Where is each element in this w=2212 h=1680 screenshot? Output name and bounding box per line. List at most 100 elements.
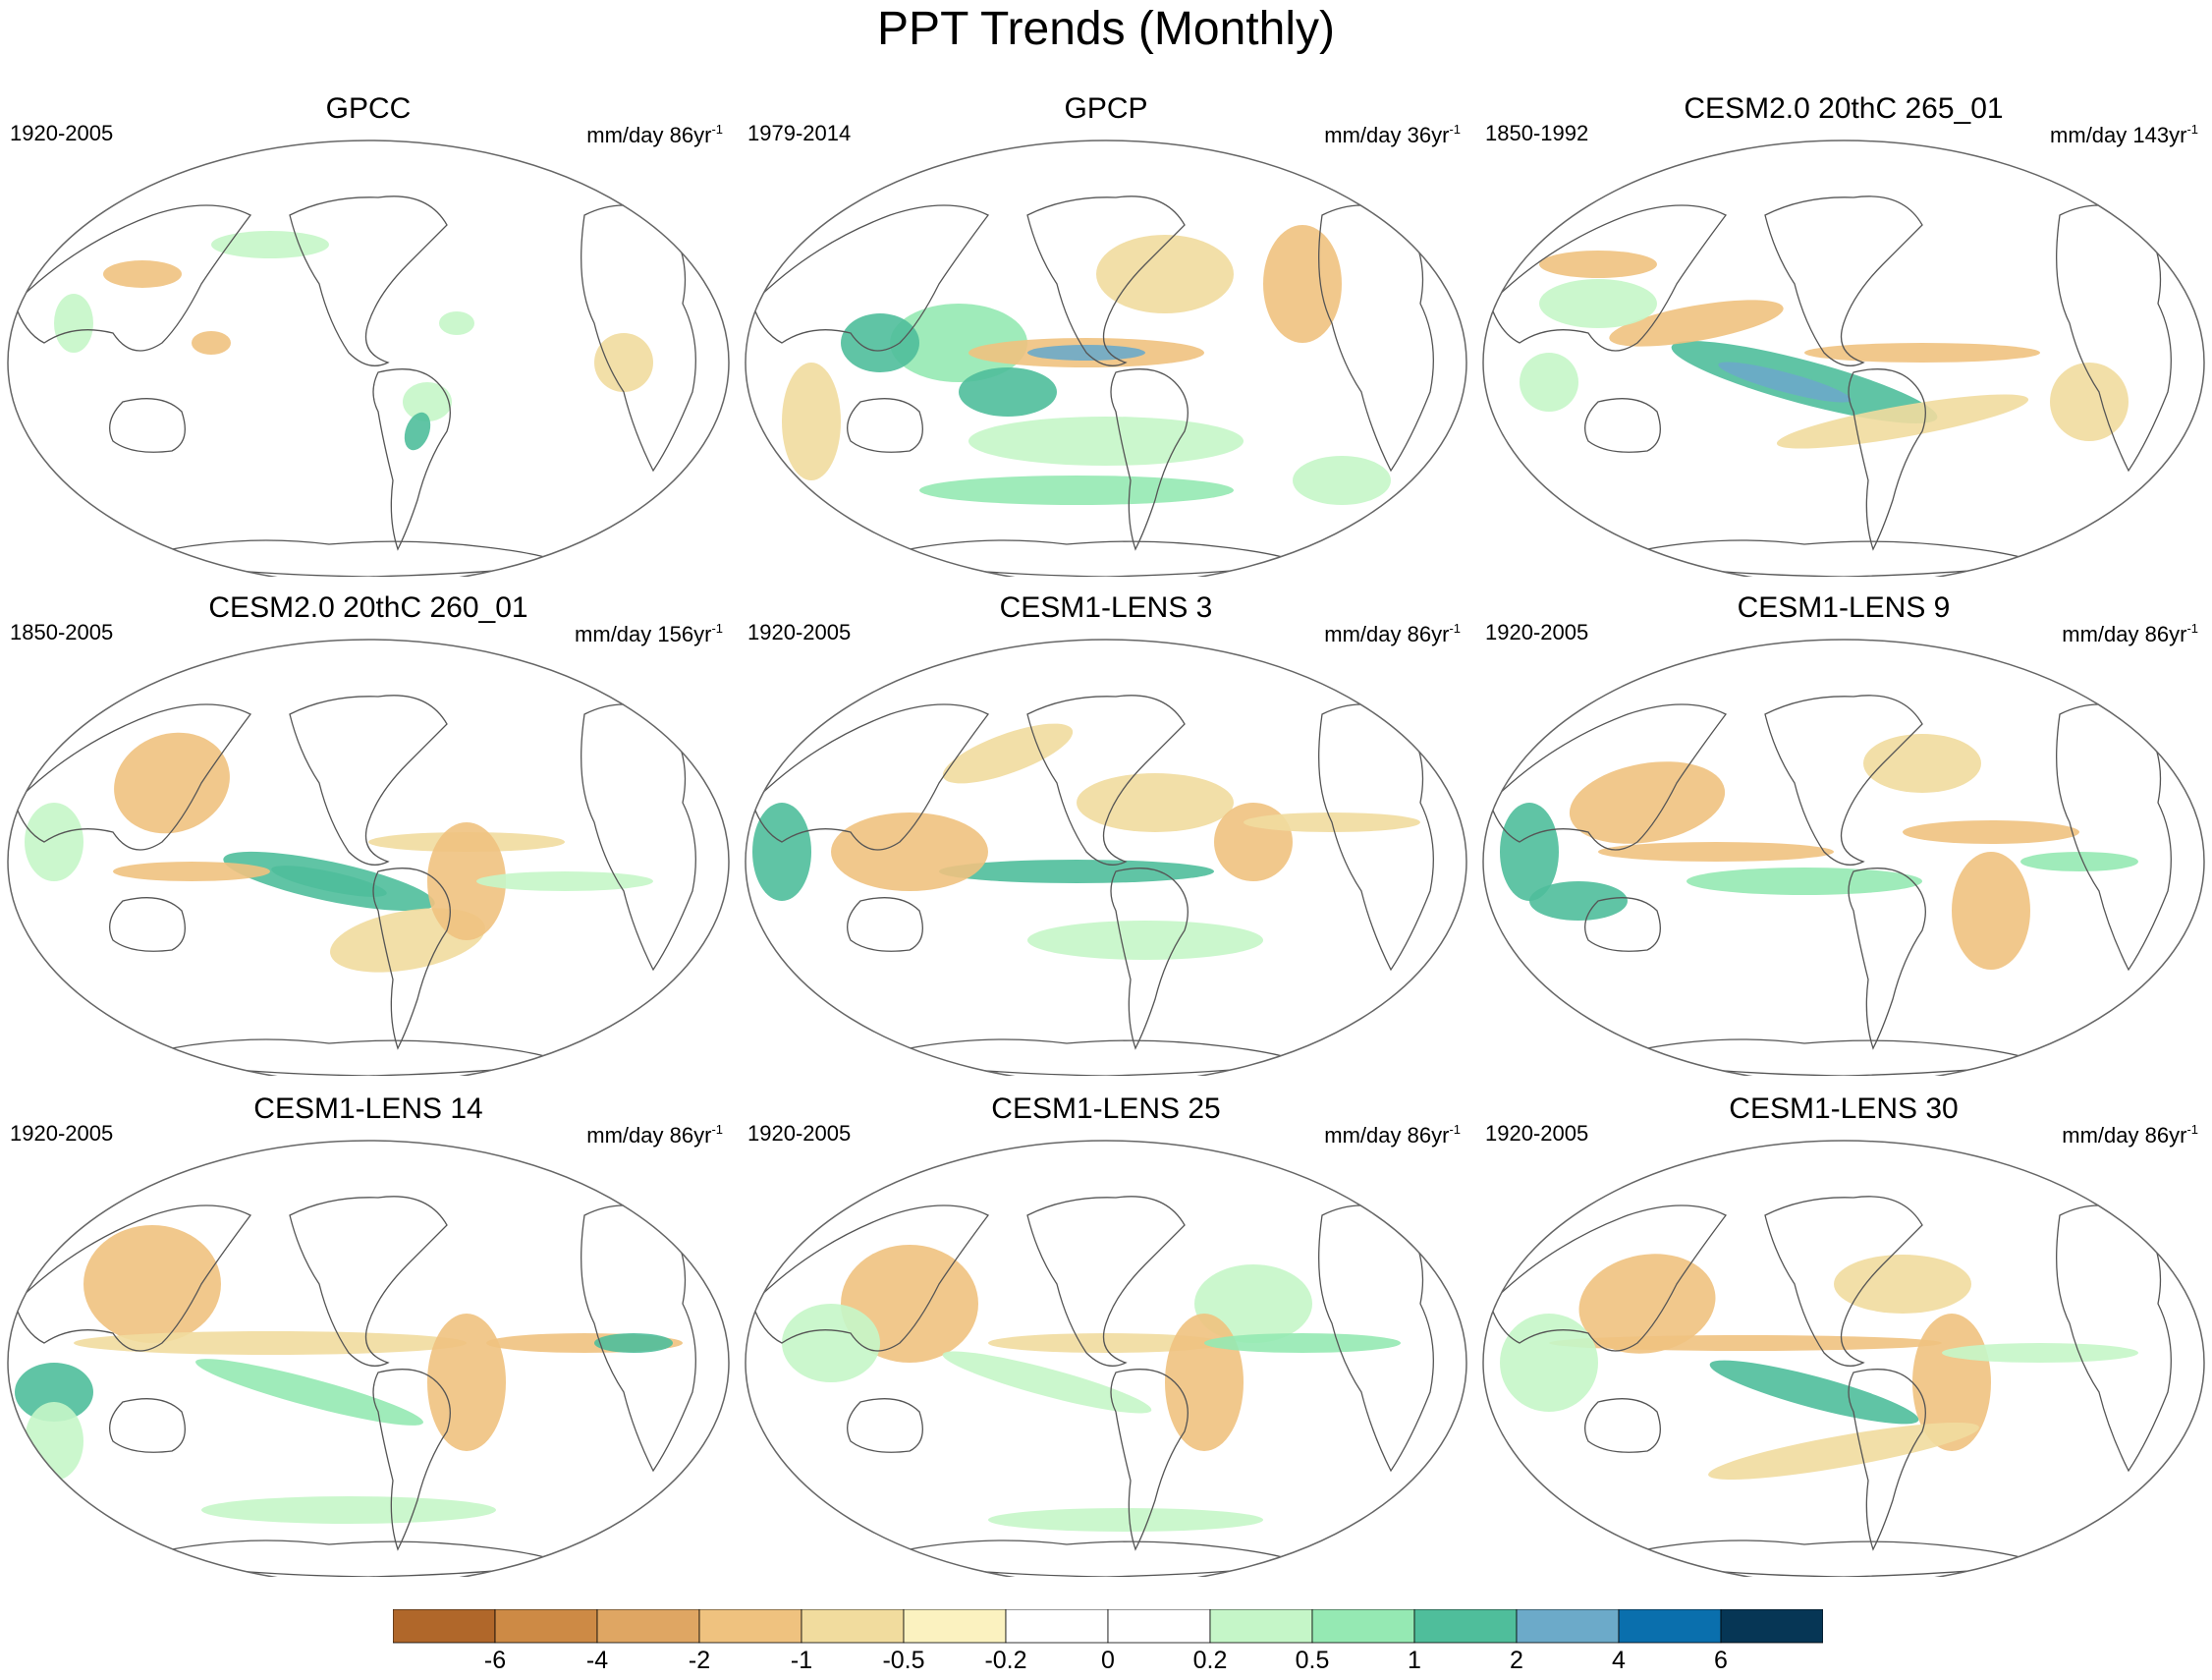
- coastline: [1584, 1398, 1661, 1453]
- coastline: [847, 398, 923, 453]
- trend-anomaly-region: [1708, 1423, 1979, 1480]
- trend-anomaly-region: [476, 871, 653, 891]
- trend-anomaly-region: [594, 1333, 673, 1353]
- coastline: [289, 1196, 448, 1367]
- coastline: [847, 1398, 923, 1453]
- trend-anomaly-region: [25, 1402, 83, 1481]
- figure-title: PPT Trends (Monthly): [877, 3, 1335, 55]
- colorbar-swatch: [801, 1609, 905, 1644]
- map-frame: [7, 639, 730, 1076]
- trend-anomaly-region: [2050, 363, 2129, 441]
- colorbar-swatch: [1618, 1609, 1722, 1644]
- colorbar-swatch: [903, 1609, 1007, 1644]
- panel-units: mm/day 36yr-1: [1324, 116, 1461, 149]
- coastline: [14, 703, 251, 851]
- coastline: [14, 204, 251, 352]
- trend-anomaly-region: [1520, 353, 1578, 412]
- coastline: [751, 703, 989, 851]
- trend-anomaly-region: [195, 1359, 423, 1426]
- map-frame: [1482, 639, 2205, 1076]
- trend-anomaly-region: [1539, 251, 1657, 278]
- panel-title: GPCC: [325, 92, 412, 125]
- trend-anomaly-region: [1165, 1314, 1244, 1451]
- panel-units: mm/day 156yr-1: [575, 615, 723, 648]
- units-exponent: -1: [2186, 621, 2198, 636]
- units-text: mm/day 86yr: [586, 123, 712, 147]
- colorbar-swatch: [393, 1609, 496, 1644]
- colorbar-label: 2: [1510, 1647, 1523, 1674]
- panel-period: 1920-2005: [1485, 1121, 1589, 1146]
- colorbar-label: -0.2: [984, 1647, 1027, 1674]
- colorbar-swatch: [1107, 1609, 1211, 1644]
- trend-anomaly-region: [1077, 773, 1234, 832]
- trend-anomaly-region: [1903, 820, 2079, 844]
- trend-anomaly-region: [1804, 343, 2040, 363]
- trend-anomaly-region: [103, 260, 182, 288]
- coastline: [1584, 897, 1661, 952]
- trend-anomaly-region: [211, 231, 329, 258]
- panel-title: CESM1-LENS 30: [1729, 1092, 1959, 1125]
- world-map: [745, 639, 1467, 1076]
- world-map: [7, 639, 730, 1076]
- map-panel: GPCP 1979-2014 mm/day 36yr-1: [738, 90, 1474, 577]
- trend-anomaly-region: [939, 860, 1214, 883]
- world-map: [7, 140, 730, 577]
- coastline: [847, 897, 923, 952]
- map-frame: [745, 639, 1467, 1076]
- panel-units: mm/day 86yr-1: [586, 1116, 723, 1149]
- coastline: [751, 1204, 989, 1352]
- map-panel: GPCC 1920-2005 mm/day 86yr-1: [0, 90, 737, 577]
- trend-anomaly-region: [942, 1351, 1152, 1414]
- trend-anomaly-region: [83, 1225, 221, 1343]
- colorbar-label: 6: [1714, 1647, 1728, 1674]
- world-map: [1482, 1140, 2205, 1577]
- colorbar-swatch: [596, 1609, 700, 1644]
- world-map: [745, 140, 1467, 577]
- colorbar-label: 4: [1612, 1647, 1626, 1674]
- panel-period: 1850-2005: [10, 620, 114, 644]
- trend-anomaly-region: [74, 1331, 467, 1355]
- trend-anomaly-region: [782, 1304, 880, 1382]
- coastline: [109, 398, 186, 453]
- map-frame: [7, 140, 730, 577]
- colorbar-label: -1: [790, 1647, 813, 1674]
- trend-anomaly-region: [439, 311, 474, 335]
- units-exponent: -1: [1449, 1122, 1461, 1137]
- units-exponent: -1: [2186, 1122, 2198, 1137]
- units-text: mm/day 86yr: [2062, 1123, 2187, 1148]
- trend-anomaly-region: [988, 1508, 1263, 1532]
- trend-anomaly-region: [427, 1314, 506, 1451]
- panel-title: CESM1-LENS 3: [999, 591, 1213, 624]
- map-panel: CESM2.0 20thC 265_01 1850-1992 mm/day 143y…: [1475, 90, 2212, 577]
- units-text: mm/day 86yr: [1324, 1123, 1450, 1148]
- map-panel: CESM1-LENS 30 1920-2005 mm/day 86yr-1: [1475, 1091, 2212, 1577]
- trend-anomaly-region: [968, 417, 1244, 466]
- trend-anomaly-region: [1293, 456, 1391, 505]
- colorbar-label: -4: [585, 1647, 609, 1674]
- trend-anomaly-region: [271, 866, 387, 897]
- panel-units: mm/day 86yr-1: [586, 116, 723, 149]
- trend-anomaly-region: [1609, 300, 1784, 347]
- world-map: [745, 1140, 1467, 1577]
- coastline: [372, 1369, 451, 1551]
- panel-period: 1920-2005: [10, 121, 114, 145]
- trend-anomaly-region: [1863, 734, 1981, 793]
- trend-anomaly-region: [782, 363, 841, 480]
- coastline: [1110, 868, 1189, 1050]
- panel-period: 1920-2005: [1485, 620, 1589, 644]
- panel-title: CESM1-LENS 25: [991, 1092, 1221, 1125]
- world-map: [7, 1140, 730, 1577]
- trend-anomaly-region: [890, 304, 1027, 382]
- panel-units: mm/day 86yr-1: [1324, 615, 1461, 648]
- panel-period: 1920-2005: [747, 620, 852, 644]
- trend-anomaly-region: [1952, 852, 2030, 970]
- coastline: [1489, 1204, 1727, 1352]
- trend-anomaly-region: [1500, 1314, 1598, 1412]
- trend-anomaly-region: [1687, 868, 1922, 895]
- world-map: [1482, 140, 2205, 577]
- units-exponent: -1: [711, 1122, 723, 1137]
- trend-anomaly-region: [1027, 921, 1263, 960]
- map-panel: CESM1-LENS 14 1920-2005 mm/day 86yr-1: [0, 1091, 737, 1577]
- panel-period: 1979-2014: [747, 121, 852, 145]
- colorbar-swatch: [1005, 1609, 1109, 1644]
